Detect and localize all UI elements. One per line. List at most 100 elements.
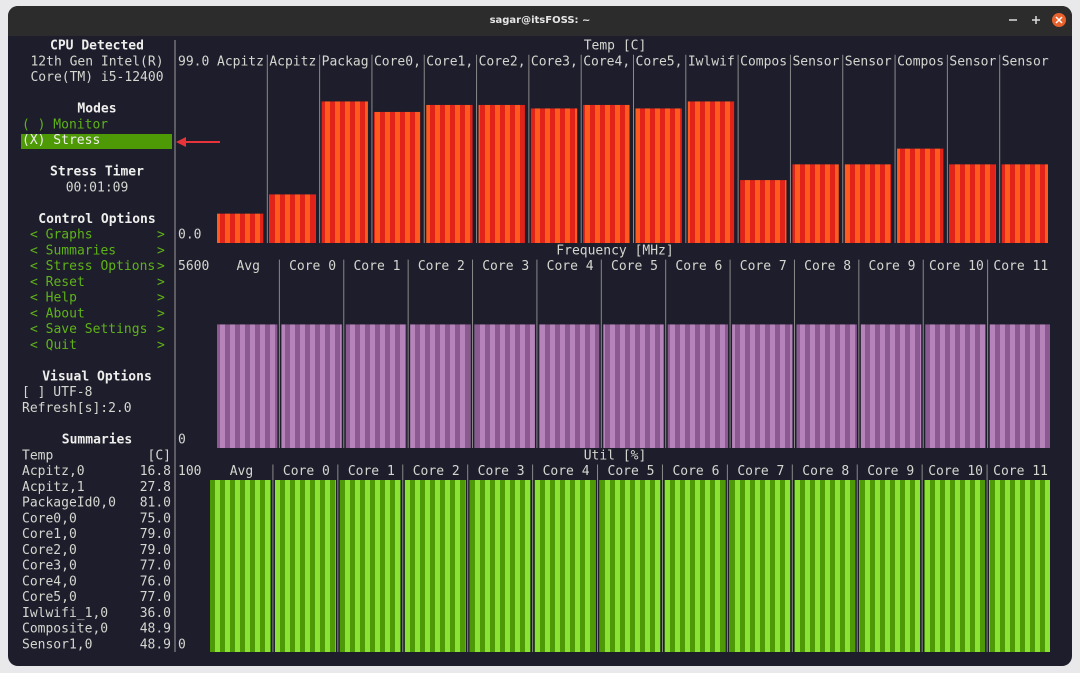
column-label: Core 9 (869, 259, 916, 274)
bar (410, 324, 471, 448)
bar (740, 180, 787, 243)
column-label: Sensor (949, 54, 996, 69)
bar (667, 324, 729, 448)
column-label: Acpitz (269, 54, 316, 69)
column-label: Core 5 (608, 464, 655, 479)
column-label: Core 11 (993, 464, 1048, 479)
summary-name: Core0,0 (22, 511, 77, 526)
section-title: CPU Detected (50, 39, 144, 54)
column-label: Core 2 (418, 259, 465, 274)
menu-arrow: > (157, 338, 165, 353)
title-bar (8, 6, 1072, 36)
bar (664, 480, 726, 652)
column-label: Core0, (374, 54, 421, 69)
summary-value: 77.0 (140, 590, 171, 605)
bar (474, 324, 535, 448)
bar (925, 324, 986, 448)
summary-value: 75.0 (140, 511, 171, 526)
summary-header: Temp (22, 448, 53, 463)
section-title: Visual Options (42, 369, 152, 384)
menu-arrow: > (157, 291, 165, 306)
column-label: Core2, (479, 54, 526, 69)
menu-item[interactable]: < Reset (30, 275, 85, 290)
cpu-name: Core(TM) i5-12400 (30, 70, 163, 85)
bar (321, 101, 368, 243)
menu-item[interactable]: < About (30, 306, 85, 321)
column-label: Core 9 (867, 464, 914, 479)
column-label: Core 1 (353, 259, 400, 274)
bar (603, 324, 664, 448)
selected-mode-highlight (21, 134, 172, 149)
column-label: Core5, (636, 54, 683, 69)
bar (924, 480, 986, 652)
close-button[interactable] (1052, 13, 1066, 27)
bar (269, 194, 316, 243)
summary-name: Acpitz,1 (22, 480, 85, 495)
axis-min-label: 0 (178, 433, 186, 448)
bar (210, 480, 271, 652)
bar (796, 324, 857, 448)
bar (217, 324, 278, 448)
axis-min-label: 0.0 (178, 228, 201, 243)
column-label: Core 6 (675, 259, 722, 274)
mode-option[interactable]: ( ) Monitor (22, 117, 108, 132)
bar (794, 480, 856, 652)
column-label: Core1, (426, 54, 473, 69)
column-label: Core 8 (802, 464, 849, 479)
menu-item[interactable]: < Save Settings (30, 322, 147, 337)
bar (844, 164, 892, 243)
menu-arrow: > (157, 275, 165, 290)
bar (274, 480, 336, 652)
summary-value: 27.8 (140, 480, 171, 495)
column-label: Sensor (1002, 54, 1049, 69)
menu-arrow: > (157, 259, 165, 274)
section-title: Control Options (38, 212, 155, 227)
column-label: Core 7 (737, 464, 784, 479)
summary-name: PackageId0,0 (22, 496, 116, 511)
graph-title: Temp [C] (584, 39, 647, 54)
column-label: Avg (230, 464, 253, 479)
column-label: Core 11 (993, 259, 1048, 274)
summary-value: 48.9 (140, 622, 171, 637)
axis-max-label: 5600 (178, 259, 209, 274)
column-label: Iwlwif (688, 54, 735, 69)
mode-option[interactable]: (X) Stress (22, 133, 100, 148)
summary-value: 81.0 (140, 496, 171, 511)
bar (635, 108, 682, 243)
summary-name: Core3,0 (22, 559, 77, 574)
column-label: Core 8 (804, 259, 851, 274)
summary-value: 79.0 (140, 527, 171, 542)
column-label: Avg (236, 259, 259, 274)
column-label: Sensor (845, 54, 892, 69)
bar (281, 324, 342, 448)
section-title: Stress Timer (50, 165, 144, 180)
bar (860, 324, 922, 448)
column-label: Core 7 (740, 259, 787, 274)
visual-option: [ ] UTF-8 (22, 385, 92, 400)
menu-item[interactable]: < Graphs (30, 228, 93, 243)
menu-item[interactable]: < Stress Options (30, 259, 155, 274)
bar (345, 324, 407, 448)
maximize-button[interactable] (1032, 16, 1040, 24)
column-label: Core 0 (289, 259, 336, 274)
summary-value: 16.8 (140, 464, 171, 479)
menu-arrow: > (157, 306, 165, 321)
bar (897, 148, 944, 243)
stress-timer: 00:01:09 (66, 180, 129, 195)
bar (732, 324, 793, 448)
bar (599, 480, 661, 652)
summary-name: Sensor1,0 (22, 637, 92, 652)
summary-value: 79.0 (140, 543, 171, 558)
menu-item[interactable]: < Quit (30, 338, 77, 353)
column-label: Core3, (531, 54, 578, 69)
column-label: Core 0 (283, 464, 330, 479)
column-label: Core 10 (929, 259, 984, 274)
summary-name: Acpitz,0 (22, 464, 85, 479)
column-label: Core4, (583, 54, 630, 69)
menu-item[interactable]: < Help (30, 291, 77, 306)
visual-option: Refresh[s]:2.0 (22, 401, 132, 416)
menu-item[interactable]: < Summaries (30, 243, 116, 258)
window-title: sagar@itsFOSS: ~ (490, 15, 591, 26)
bar (217, 213, 264, 243)
